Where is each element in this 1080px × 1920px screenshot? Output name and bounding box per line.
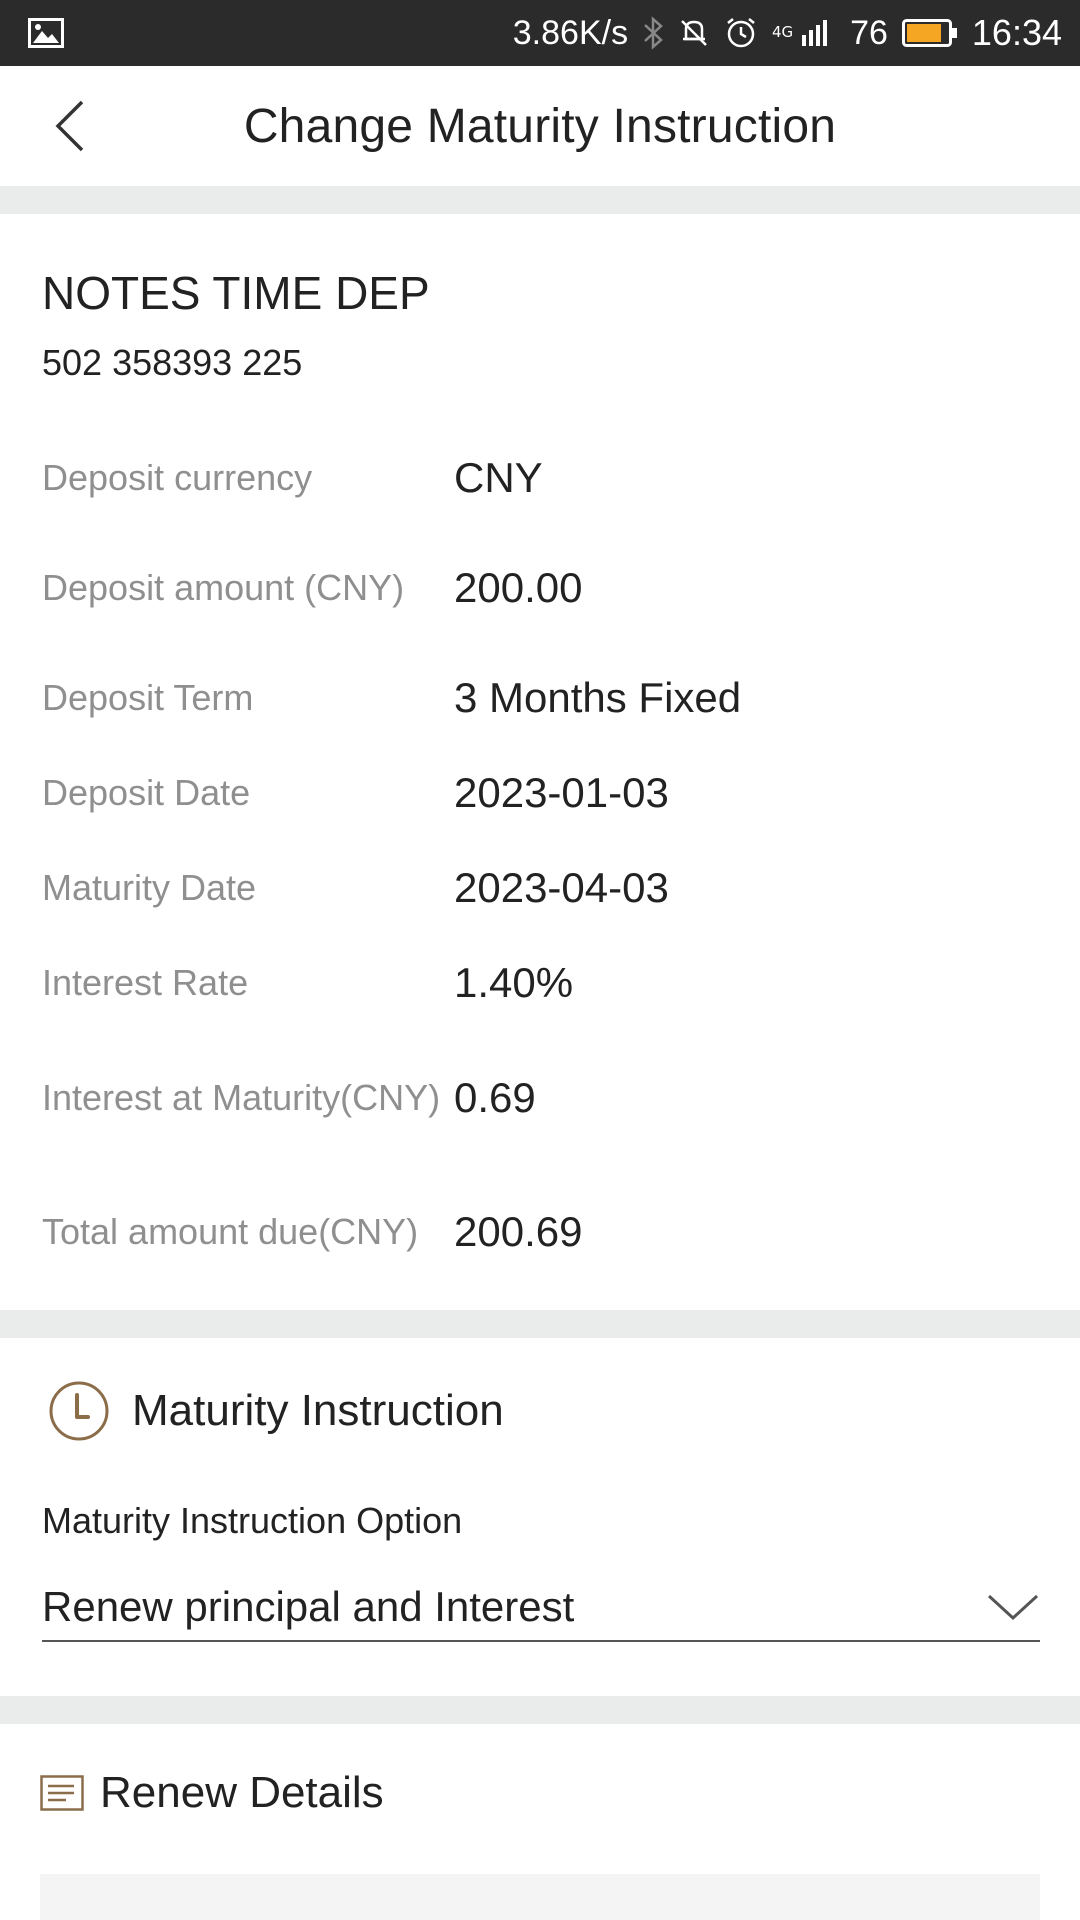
section-title: Renew Details bbox=[100, 1768, 384, 1817]
detail-row-deposit-currency: Deposit currency CNY bbox=[42, 440, 1042, 516]
bluetooth-icon bbox=[642, 16, 664, 50]
battery-percent: 76 bbox=[850, 13, 888, 52]
network-speed: 3.86K/s bbox=[512, 13, 629, 52]
network-type: 4G bbox=[772, 23, 793, 41]
account-details-card: NOTES TIME DEP 502 358393 225 Deposit cu… bbox=[0, 214, 1080, 1310]
maturity-option-value: Renew principal and Interest bbox=[42, 1583, 575, 1630]
detail-row-total-amount-due: Total amount due(CNY) 200.69 bbox=[42, 1178, 1042, 1286]
renew-details-heading: Renew Details bbox=[40, 1768, 384, 1818]
app-header: Change Maturity Instruction bbox=[0, 66, 1080, 186]
section-divider bbox=[0, 1310, 1080, 1338]
alarm-icon bbox=[724, 16, 758, 50]
detail-value: 2023-04-03 bbox=[454, 864, 669, 911]
detail-row-deposit-amount: Deposit amount (CNY) 200.00 bbox=[42, 534, 1042, 642]
image-icon bbox=[28, 18, 64, 48]
document-icon bbox=[40, 1775, 84, 1811]
detail-value: 0.69 bbox=[454, 1074, 536, 1121]
mute-icon bbox=[678, 17, 710, 49]
detail-label: Deposit currency bbox=[42, 457, 313, 498]
renew-details-panel bbox=[40, 1874, 1040, 1920]
maturity-option-label: Maturity Instruction Option bbox=[42, 1500, 463, 1541]
section-divider bbox=[0, 186, 1080, 214]
battery-icon bbox=[901, 18, 958, 48]
detail-label: Maturity Date bbox=[42, 867, 257, 908]
page-title: Change Maturity Instruction bbox=[243, 99, 837, 153]
detail-label: Interest at Maturity(CNY) bbox=[42, 1077, 441, 1118]
signal-icon: 4G bbox=[772, 16, 836, 50]
detail-value: 1.40% bbox=[454, 959, 574, 1006]
detail-value: 200.00 bbox=[454, 564, 583, 611]
detail-value: CNY bbox=[454, 454, 543, 501]
detail-row-deposit-date: Deposit Date 2023-01-03 bbox=[42, 755, 1042, 831]
clock-icon bbox=[49, 1381, 109, 1441]
detail-label: Deposit Date bbox=[42, 772, 251, 813]
chevron-down-icon bbox=[986, 1587, 1040, 1627]
detail-row-deposit-term: Deposit Term 3 Months Fixed bbox=[42, 660, 1042, 736]
account-name: NOTES TIME DEP bbox=[42, 267, 430, 319]
section-divider bbox=[0, 1696, 1080, 1724]
detail-row-interest-rate: Interest Rate 1.40% bbox=[42, 945, 1042, 1021]
back-button[interactable] bbox=[40, 96, 100, 156]
detail-value: 3 Months Fixed bbox=[454, 674, 742, 721]
account-number: 502 358393 225 bbox=[42, 342, 303, 383]
renew-details-section: Renew Details bbox=[0, 1724, 1080, 1920]
detail-row-maturity-date: Maturity Date 2023-04-03 bbox=[42, 850, 1042, 926]
maturity-option-select[interactable]: Renew principal and Interest bbox=[42, 1574, 1040, 1642]
detail-row-interest-at-maturity: Interest at Maturity(CNY) 0.69 bbox=[42, 1044, 1042, 1152]
status-bar: 3.86K/s 4G bbox=[0, 0, 1080, 66]
detail-label: Deposit amount (CNY) bbox=[42, 567, 405, 608]
maturity-instruction-section: Maturity Instruction Maturity Instructio… bbox=[0, 1338, 1080, 1696]
detail-label: Total amount due(CNY) bbox=[42, 1211, 419, 1252]
maturity-instruction-heading: Maturity Instruction bbox=[48, 1380, 504, 1442]
detail-label: Interest Rate bbox=[42, 962, 249, 1003]
section-title: Maturity Instruction bbox=[132, 1386, 504, 1435]
detail-label: Deposit Term bbox=[42, 677, 254, 718]
chevron-left-icon bbox=[55, 100, 84, 152]
detail-value: 2023-01-03 bbox=[454, 769, 669, 816]
detail-value: 200.69 bbox=[454, 1208, 583, 1255]
status-time: 16:34 bbox=[971, 12, 1062, 53]
